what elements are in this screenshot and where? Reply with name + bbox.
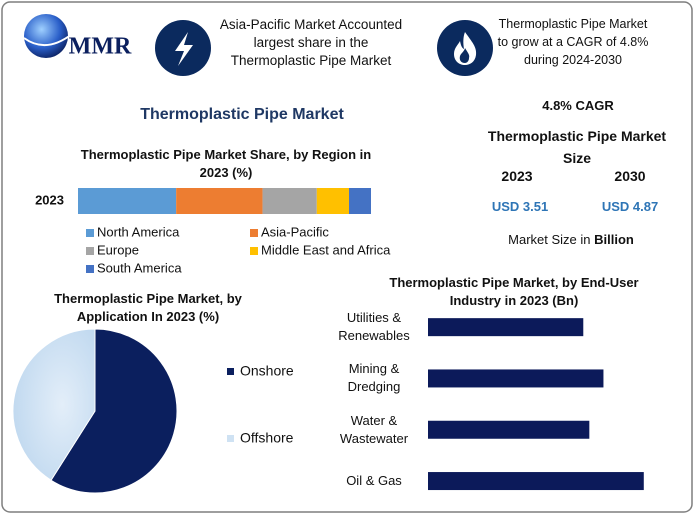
size-note: Market Size in Billion bbox=[471, 231, 671, 249]
category-label: Mining & Dredging bbox=[347, 361, 401, 395]
logo-swoosh bbox=[23, 33, 73, 46]
legend-swatch bbox=[86, 247, 94, 255]
note: Market Size in bbox=[508, 232, 591, 247]
bar-segment bbox=[349, 188, 371, 214]
bar-segment bbox=[78, 188, 177, 214]
legend-swatch bbox=[86, 265, 94, 273]
bar bbox=[428, 472, 644, 491]
legend-label: Europe bbox=[97, 242, 139, 257]
legend-label: Offshore bbox=[240, 430, 294, 446]
category-label: 2023 bbox=[35, 192, 64, 207]
category-label: Oil & Gas bbox=[346, 473, 402, 489]
chart-title: Thermoplastic Pipe Market, by End-User I… bbox=[389, 275, 639, 308]
category-label: Utilities & Renewables bbox=[338, 310, 410, 344]
bar bbox=[428, 318, 584, 337]
cagr: 4.8% CAGR bbox=[542, 98, 614, 113]
logo-text: MMR bbox=[69, 34, 132, 60]
size-title: Thermoplastic Pipe Market Size bbox=[487, 128, 667, 166]
chart-title: Thermoplastic Pipe Market Share, by Regi… bbox=[80, 147, 372, 180]
bar bbox=[428, 420, 590, 439]
size-value: USD 3.51 bbox=[491, 199, 549, 214]
legend-label: South America bbox=[97, 260, 182, 275]
legend-swatch bbox=[86, 229, 94, 237]
main-title: Thermoplastic Pipe Market bbox=[140, 106, 344, 123]
logo-globe bbox=[24, 14, 68, 58]
bar bbox=[428, 369, 604, 388]
legend-swatch bbox=[250, 229, 258, 237]
size-value: USD 4.87 bbox=[601, 199, 659, 214]
legend-swatch bbox=[227, 435, 234, 442]
bar-segment bbox=[176, 188, 263, 214]
year: 2023 bbox=[501, 168, 533, 184]
category-label: Water & Wastewater bbox=[339, 412, 409, 446]
chart-title: Thermoplastic Pipe Market, by Applicatio… bbox=[54, 291, 242, 324]
legend-label: North America bbox=[97, 224, 180, 239]
lightning-icon bbox=[175, 32, 193, 66]
legend-swatch bbox=[227, 368, 234, 375]
pie-slice bbox=[12, 328, 96, 481]
legend-swatch bbox=[250, 247, 258, 255]
fact-text: Asia-Pacific Market Accounted largest sh… bbox=[219, 17, 403, 68]
fact-text: Thermoplastic Pipe Market to grow at a C… bbox=[497, 17, 649, 67]
bar-segment bbox=[316, 188, 350, 214]
year: 2030 bbox=[614, 168, 646, 184]
bar-segment bbox=[262, 188, 317, 214]
legend-label: Middle East and Africa bbox=[261, 242, 391, 257]
flame-inner bbox=[459, 48, 470, 63]
legend-label: Onshore bbox=[240, 363, 294, 379]
note-unit: Billion bbox=[594, 232, 634, 247]
legend-label: Asia-Pacific bbox=[261, 224, 329, 239]
pie-slice bbox=[50, 328, 178, 494]
